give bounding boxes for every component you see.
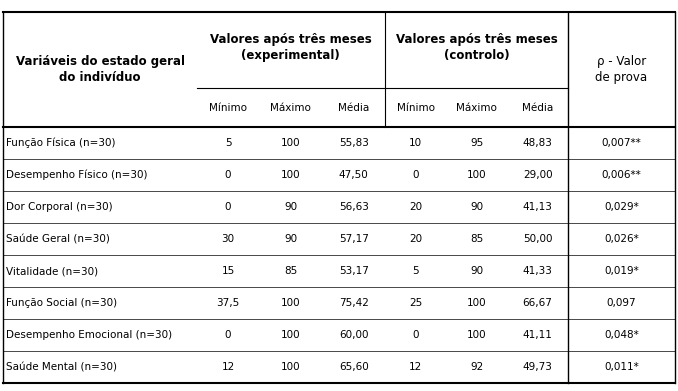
Text: Função Física (n=30): Função Física (n=30)	[6, 138, 116, 148]
Text: 12: 12	[222, 362, 235, 372]
Text: 49,73: 49,73	[523, 362, 553, 372]
Text: 90: 90	[470, 202, 483, 212]
Text: 55,83: 55,83	[339, 138, 369, 148]
Text: Máximo: Máximo	[456, 102, 497, 113]
Text: 0: 0	[412, 330, 419, 340]
Text: 0,006**: 0,006**	[601, 170, 641, 180]
Text: 41,11: 41,11	[523, 330, 553, 340]
Text: 90: 90	[284, 202, 298, 212]
Text: 29,00: 29,00	[523, 170, 553, 180]
Text: 100: 100	[281, 170, 300, 180]
Text: Máximo: Máximo	[271, 102, 311, 113]
Text: 41,13: 41,13	[523, 202, 553, 212]
Text: 100: 100	[467, 298, 486, 308]
Text: 57,17: 57,17	[339, 234, 369, 244]
Text: Saúde Geral (n=30): Saúde Geral (n=30)	[6, 234, 110, 244]
Text: 5: 5	[412, 266, 419, 276]
Text: 5: 5	[224, 138, 231, 148]
Text: Função Social (n=30): Função Social (n=30)	[6, 298, 117, 308]
Text: ρ - Valor
de prova: ρ - Valor de prova	[595, 55, 647, 84]
Text: 100: 100	[467, 330, 486, 340]
Text: 100: 100	[281, 138, 300, 148]
Text: 95: 95	[470, 138, 483, 148]
Text: 15: 15	[222, 266, 235, 276]
Text: 0: 0	[225, 202, 231, 212]
Text: 66,67: 66,67	[523, 298, 553, 308]
Text: 0: 0	[412, 170, 419, 180]
Text: 56,63: 56,63	[339, 202, 369, 212]
Text: 60,00: 60,00	[339, 330, 368, 340]
Text: 48,83: 48,83	[523, 138, 553, 148]
Text: 100: 100	[281, 330, 300, 340]
Text: 25: 25	[409, 298, 422, 308]
Text: 92: 92	[470, 362, 483, 372]
Text: 0,048*: 0,048*	[604, 330, 639, 340]
Text: 53,17: 53,17	[339, 266, 369, 276]
Text: 0: 0	[225, 170, 231, 180]
Text: 41,33: 41,33	[523, 266, 553, 276]
Text: 90: 90	[284, 234, 298, 244]
Text: Desempenho Físico (n=30): Desempenho Físico (n=30)	[6, 170, 148, 180]
Text: 100: 100	[467, 170, 486, 180]
Text: Mínimo: Mínimo	[209, 102, 247, 113]
Text: Saúde Mental (n=30): Saúde Mental (n=30)	[6, 362, 117, 372]
Text: 0,011*: 0,011*	[604, 362, 639, 372]
Text: 0,019*: 0,019*	[604, 266, 639, 276]
Text: Vitalidade (n=30): Vitalidade (n=30)	[6, 266, 98, 276]
Text: 0: 0	[225, 330, 231, 340]
Text: 100: 100	[281, 362, 300, 372]
Text: Variáveis do estado geral
do indivíduo: Variáveis do estado geral do indivíduo	[16, 55, 184, 84]
Text: 0,026*: 0,026*	[604, 234, 639, 244]
Text: 0,097: 0,097	[607, 298, 636, 308]
Text: 10: 10	[409, 138, 422, 148]
Text: 85: 85	[284, 266, 298, 276]
Text: 20: 20	[409, 202, 422, 212]
Text: 65,60: 65,60	[339, 362, 369, 372]
Text: 37,5: 37,5	[216, 298, 239, 308]
Text: Valores após três meses
(controlo): Valores após três meses (controlo)	[396, 33, 557, 63]
Text: 90: 90	[470, 266, 483, 276]
Text: 85: 85	[470, 234, 483, 244]
Text: 20: 20	[409, 234, 422, 244]
Text: 30: 30	[222, 234, 235, 244]
Text: Desempenho Emocional (n=30): Desempenho Emocional (n=30)	[6, 330, 172, 340]
Text: 0,007**: 0,007**	[601, 138, 641, 148]
Text: 100: 100	[281, 298, 300, 308]
Text: Dor Corporal (n=30): Dor Corporal (n=30)	[6, 202, 113, 212]
Text: Média: Média	[338, 102, 370, 113]
Text: 75,42: 75,42	[339, 298, 369, 308]
Text: Média: Média	[522, 102, 553, 113]
Text: 0,029*: 0,029*	[604, 202, 639, 212]
Text: 47,50: 47,50	[339, 170, 369, 180]
Text: 50,00: 50,00	[523, 234, 553, 244]
Text: 12: 12	[409, 362, 422, 372]
Text: Valores após três meses
(experimental): Valores após três meses (experimental)	[210, 33, 372, 63]
Text: Mínimo: Mínimo	[397, 102, 435, 113]
